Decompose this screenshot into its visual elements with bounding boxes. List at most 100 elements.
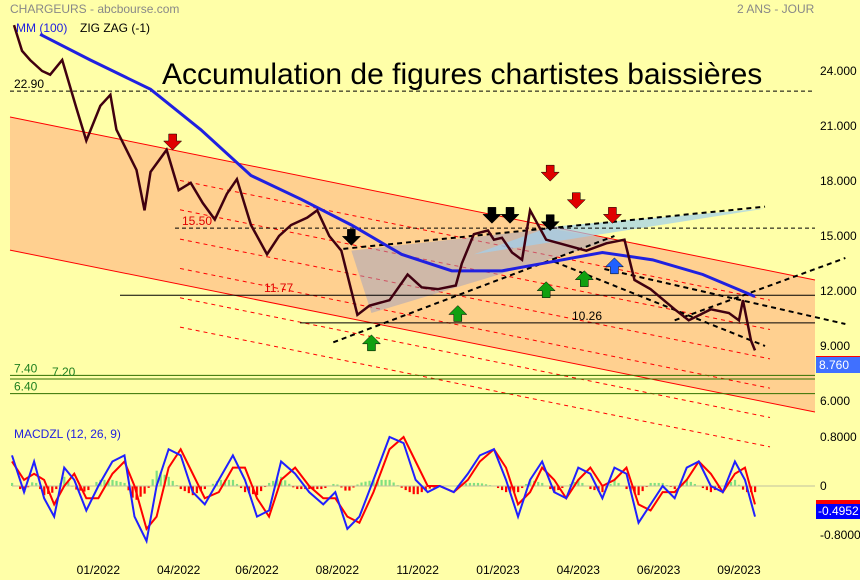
price-axis-tick-label: 21.000 [820, 119, 857, 133]
macd-histogram-bar [67, 481, 70, 486]
macd-histogram-bar [195, 486, 198, 494]
macd-histogram-bar [464, 483, 468, 486]
macd-histogram-bar [324, 486, 327, 489]
macd-histogram-bar [203, 486, 206, 490]
macd-histogram-bar [569, 483, 572, 486]
channel-lower-line [9, 249, 816, 413]
macd-histogram-bar [553, 486, 556, 493]
price-axis-tick-label: 18.000 [820, 174, 857, 188]
price-axis-tick-label: 15.000 [820, 229, 857, 243]
macd-histogram-bar [211, 483, 215, 486]
macd-histogram-bar [364, 481, 367, 486]
red-down-arrow-icon [540, 164, 560, 182]
price-axis-tick-label: 24.000 [820, 64, 857, 78]
macd-histogram-bar [296, 486, 299, 490]
time-axis-tick-label: 01/2022 [77, 563, 121, 577]
macd-histogram-bar [227, 479, 231, 486]
macd-histogram-bar [577, 479, 580, 486]
time-axis-tick-label: 09/2023 [717, 563, 761, 577]
chart-period[interactable]: 2 ANS - JOUR [737, 2, 815, 16]
macd-histogram-bar [593, 486, 596, 491]
macd-histogram-bar [468, 482, 472, 486]
macd-histogram-bar [115, 480, 118, 486]
macd-histogram-bar [292, 486, 295, 488]
macd-histogram-bar [380, 479, 383, 486]
blue-up-arrow-icon [604, 257, 625, 275]
macd-histogram-bar [504, 486, 508, 493]
macd-histogram-bar [243, 486, 247, 493]
macd-histogram-bar [685, 479, 688, 486]
macd-histogram-bar [139, 486, 142, 497]
macd-histogram-bar [167, 476, 170, 486]
macd-histogram-bar [284, 480, 287, 486]
macd-histogram-bar [428, 486, 431, 489]
macd-histogram-bar [404, 486, 407, 491]
macd-histogram-bar [581, 482, 584, 486]
macd-histogram-bar [55, 486, 58, 490]
macd-histogram-bar [276, 478, 279, 486]
level-label: 6.40 [14, 380, 38, 394]
macd-histogram-bar [669, 486, 672, 488]
macd-histogram-bar [673, 486, 676, 490]
macd-histogram-bar [557, 486, 560, 491]
macd-histogram-bar [657, 482, 660, 486]
chart-header-title: CHARGEURS - abcbourse.com [10, 2, 180, 16]
macd-histogram-bar [239, 486, 243, 489]
price-axis-tick-label: 12.000 [820, 284, 857, 298]
macd-histogram-bar [613, 479, 616, 486]
macd-histogram-bar [332, 483, 335, 486]
time-axis-tick-label: 04/2022 [157, 563, 201, 577]
macd-histogram-bar [649, 482, 652, 486]
price-axis-tick-label: 9.000 [820, 339, 850, 353]
level-label: 7.20 [52, 365, 76, 379]
macd-histogram-bar [159, 472, 162, 486]
macd-histogram-bar [123, 482, 126, 486]
black-down-arrow-icon [482, 207, 502, 224]
time-axis-tick-label: 08/2022 [316, 563, 360, 577]
macd-histogram-bar [609, 483, 612, 486]
last-price-badge: 8.760 [816, 356, 860, 373]
macd-histogram-bar [424, 486, 427, 491]
green-up-arrow-icon [448, 305, 468, 322]
macd-histogram-bar [107, 479, 110, 486]
macd-histogram-bar [496, 486, 500, 489]
price-line [12, 24, 757, 351]
macd-histogram-bar [316, 486, 319, 490]
macd-histogram-bar [336, 484, 339, 486]
macd-histogram-bar [420, 486, 423, 493]
macd-histogram-bar [19, 486, 22, 490]
macd-histogram-bar [408, 486, 411, 493]
channel-upper-line [9, 116, 816, 281]
macd-histogram-bar [689, 481, 692, 486]
macd-histogram-bar [709, 486, 713, 493]
macd-histogram-bar [344, 486, 347, 491]
red-down-arrow-icon [163, 133, 183, 151]
time-axis-tick-label: 06/2022 [235, 563, 279, 577]
chart-title: Accumulation de figures chartistes baiss… [162, 58, 763, 91]
black-down-arrow-icon [341, 229, 361, 246]
legend-macd: MACDZL (12, 26, 9) [14, 427, 121, 441]
macd-histogram-bar [320, 486, 323, 490]
macd-histogram-bar [480, 483, 484, 486]
macd-histogram-bar [31, 482, 34, 486]
macd-histogram-bar [589, 486, 592, 490]
macd-histogram-bar [95, 481, 98, 486]
macd-histogram-bar [151, 479, 154, 486]
macd-histogram-bar [268, 482, 271, 486]
macd-histogram-bar [255, 486, 259, 496]
macd-histogram-bar [51, 486, 54, 493]
time-axis-tick-label: 06/2023 [637, 563, 681, 577]
macd-histogram-bar [235, 483, 239, 486]
green-up-arrow-icon [574, 270, 594, 287]
macd-histogram-bar [260, 486, 263, 492]
macd-histogram-bar [127, 486, 130, 491]
macd-histogram-bar [661, 482, 664, 486]
macd-histogram-bar [400, 486, 403, 488]
macd-histogram-bar [143, 486, 146, 494]
macd-histogram-bar [472, 482, 476, 486]
macd-histogram-bar [183, 486, 186, 492]
macd-histogram-bar [737, 484, 741, 486]
macd-histogram-bar [187, 486, 190, 494]
macd-histogram-bar [509, 486, 512, 493]
